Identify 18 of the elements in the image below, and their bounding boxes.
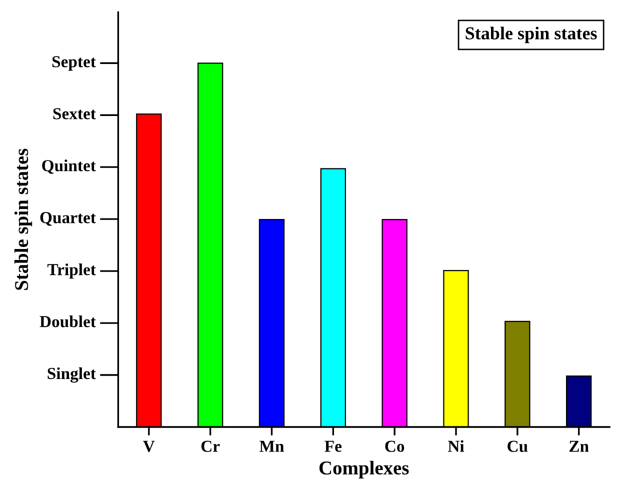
text: Doublet [40,315,96,328]
text: Sextet [53,108,96,120]
x-tick-label: Mn [260,440,284,452]
text: Quintet [42,160,96,174]
text: Singlet [48,367,96,383]
x-tick-label: Co [385,440,404,452]
x-tick-label: Cr [201,440,220,452]
x-tick-label: Fe [324,440,342,452]
x-tick-label: Ni [448,440,464,452]
x-tick-label: Zn [569,440,589,452]
text: Stable spin states [466,26,597,44]
x-tick-label: Cu [508,440,528,452]
text: Septet [52,56,96,71]
text: Quartet [40,212,96,226]
x-tick-label: V [143,440,155,452]
y-axis-title: Stable spin states [14,148,32,290]
text: Triplet [47,264,96,279]
x-axis-title: Complexes [319,460,409,478]
